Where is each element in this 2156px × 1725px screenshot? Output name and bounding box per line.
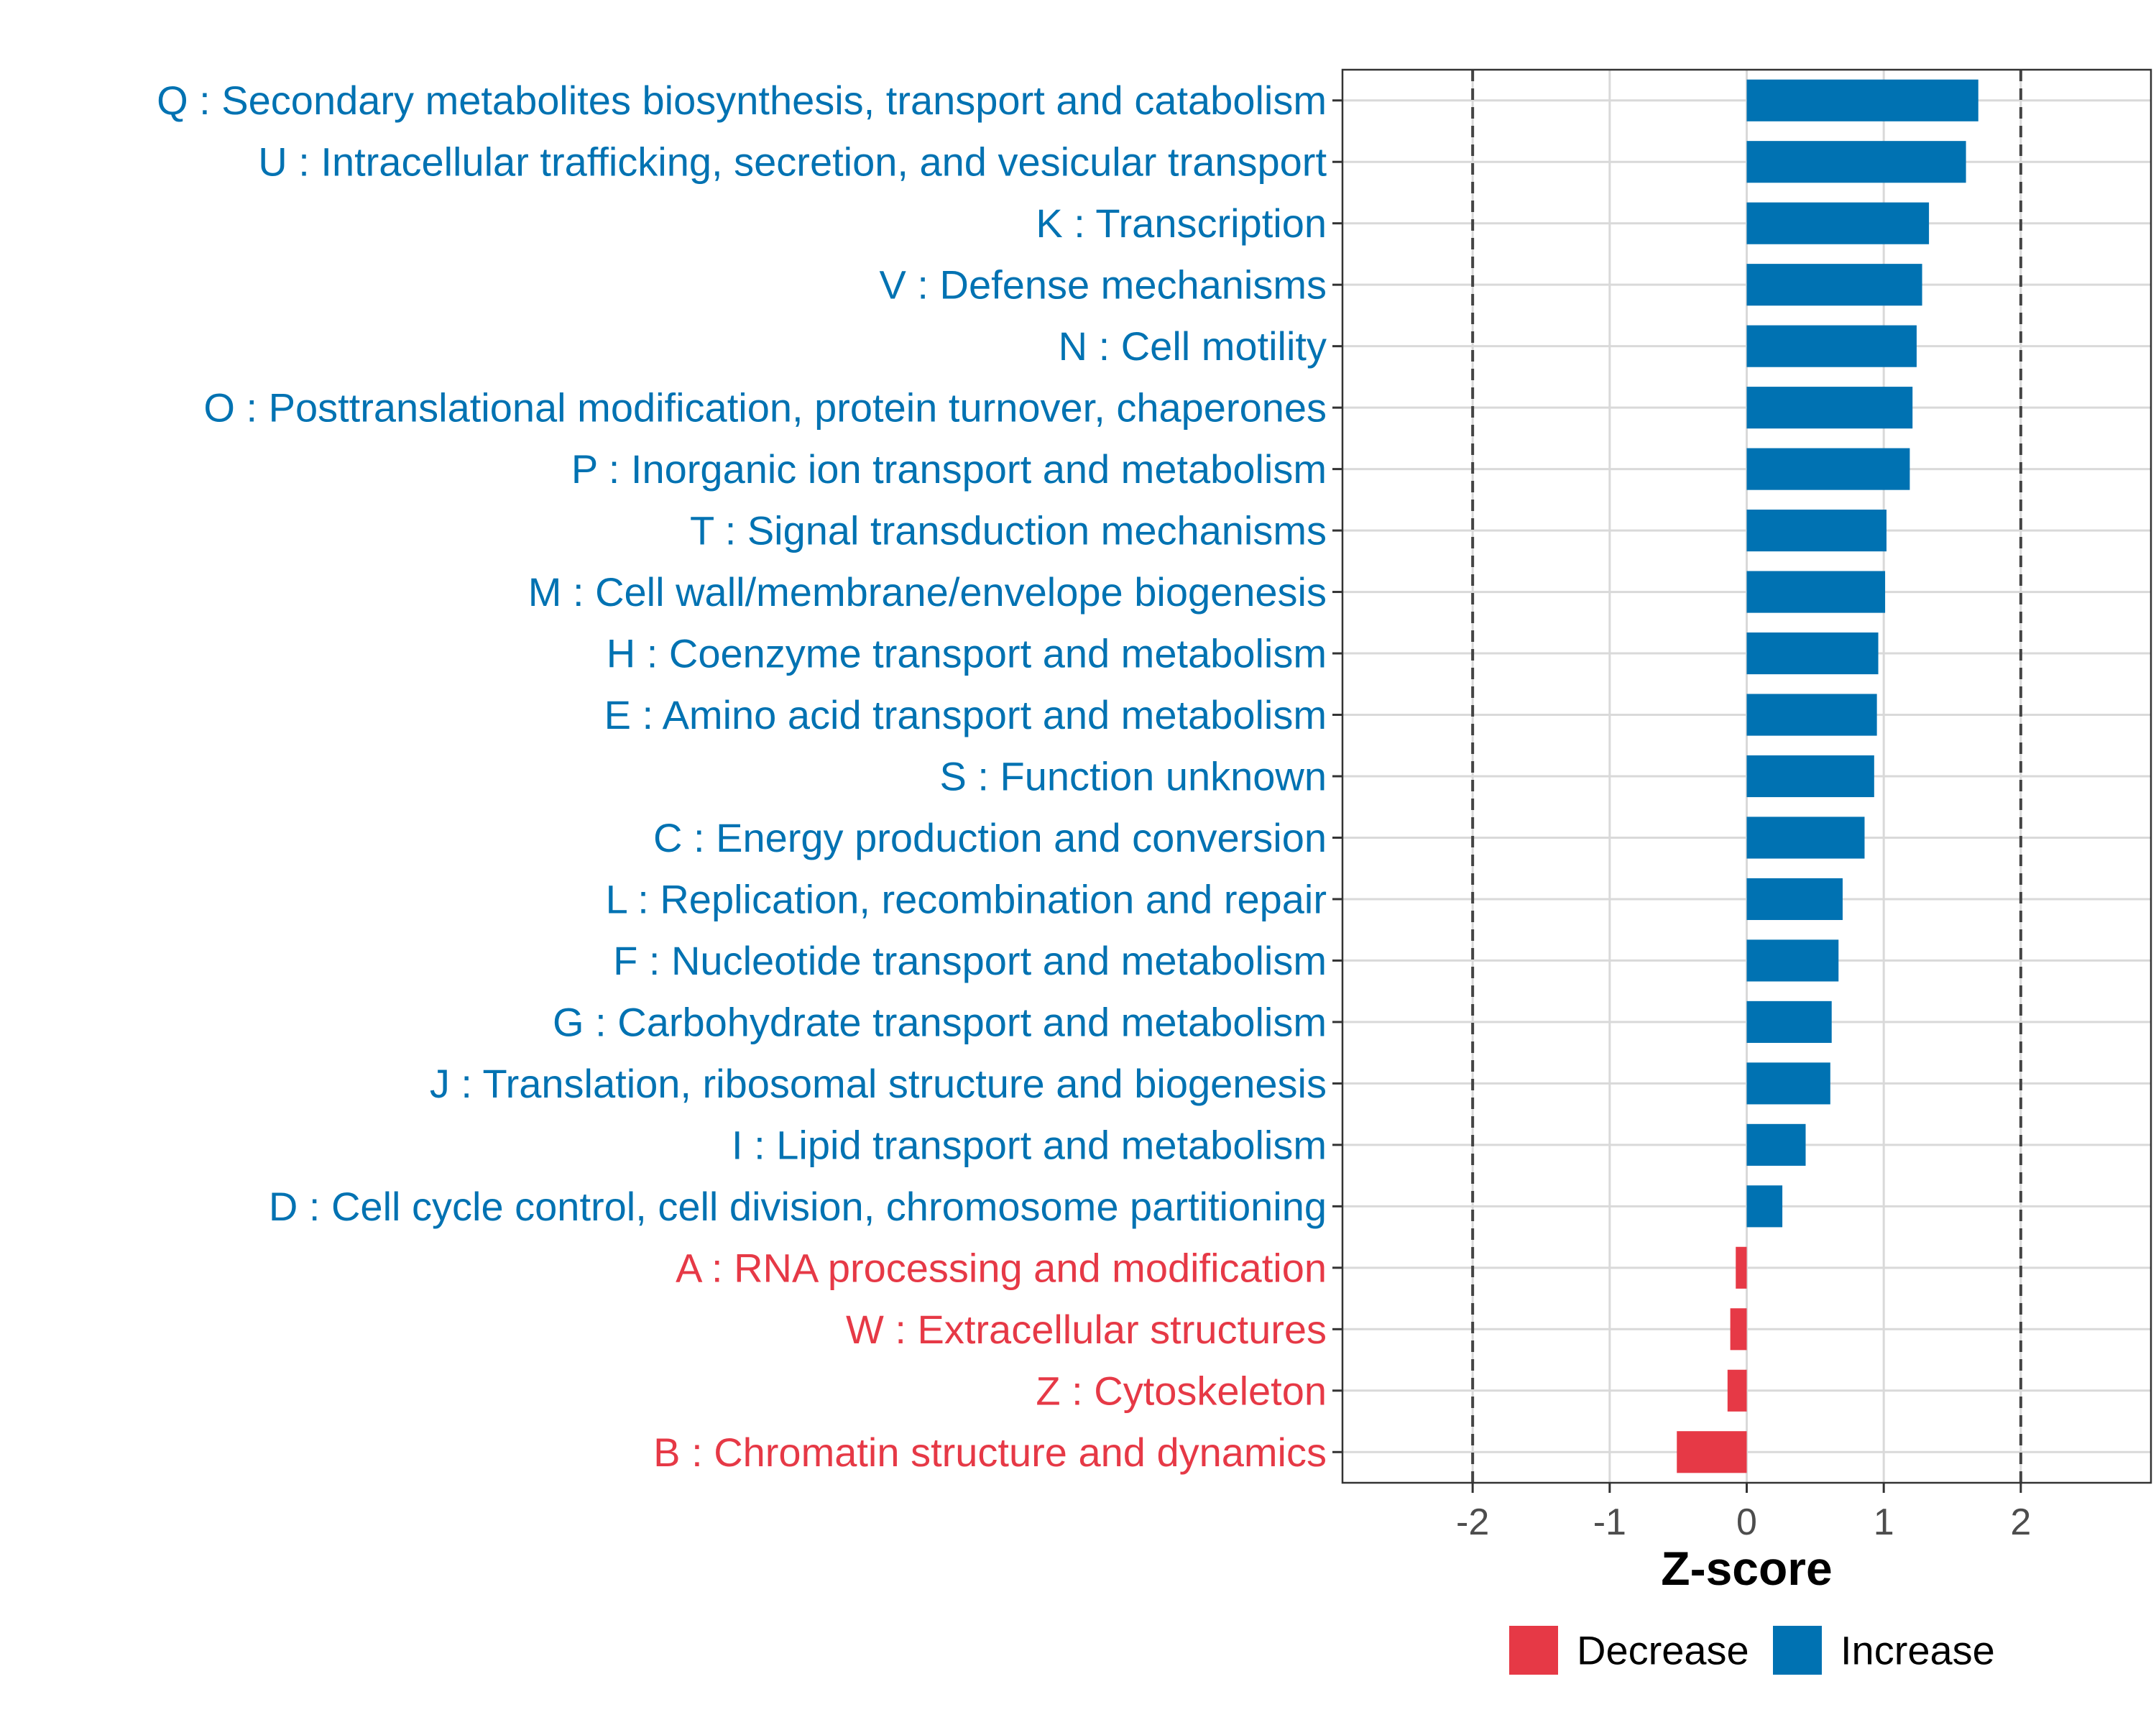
bar <box>1746 1123 1806 1166</box>
y-axis-ticks <box>1332 99 1342 1453</box>
legend-label: Decrease <box>1577 1628 1749 1673</box>
x-axis-labels: -2 -1 0 1 2 <box>1456 1501 2031 1543</box>
category-label: T : Signal transduction mechanisms <box>690 508 1327 553</box>
category-label: O : Posttranslational modification, prot… <box>203 385 1327 431</box>
bar <box>1736 1246 1747 1289</box>
bar <box>1746 632 1879 675</box>
legend-label: Increase <box>1841 1628 1995 1673</box>
bar <box>1746 325 1917 367</box>
category-label: Z : Cytoskeleton <box>1036 1368 1327 1413</box>
category-label: W : Extracellular structures <box>846 1307 1327 1352</box>
x-axis-title: Z-score <box>1661 1542 1832 1595</box>
bar <box>1746 816 1865 859</box>
category-label: A : RNA processing and modification <box>676 1245 1327 1290</box>
bar <box>1746 79 1978 121</box>
category-label: G : Carbohydrate transport and metabolis… <box>553 999 1327 1044</box>
bar <box>1746 510 1886 552</box>
bar <box>1746 1062 1830 1105</box>
category-label: L : Replication, recombination and repai… <box>606 876 1327 921</box>
bar <box>1746 939 1839 982</box>
category-label: M : Cell wall/membrane/envelope biogenes… <box>528 569 1327 615</box>
bar <box>1746 448 1910 490</box>
x-tick-label: 0 <box>1736 1501 1757 1543</box>
category-label: K : Transcription <box>1036 201 1327 246</box>
bar <box>1746 755 1874 798</box>
bar <box>1746 571 1886 613</box>
bar <box>1746 878 1843 921</box>
legend: Decrease Increase <box>1509 1626 1995 1675</box>
category-label: F : Nucleotide transport and metabolism <box>613 938 1327 983</box>
category-label: Q : Secondary metabolites biosynthesis, … <box>157 78 1327 123</box>
legend-swatch <box>1509 1626 1558 1675</box>
category-label: B : Chromatin structure and dynamics <box>653 1430 1327 1475</box>
x-tick-label: -1 <box>1593 1501 1626 1543</box>
category-label: C : Energy production and conversion <box>653 815 1327 860</box>
bar <box>1730 1308 1747 1351</box>
x-tick-label: 2 <box>2010 1501 2031 1543</box>
bar <box>1746 1185 1783 1228</box>
category-label: J : Translation, ribosomal structure and… <box>430 1061 1327 1106</box>
category-label: H : Coenzyme transport and metabolism <box>607 631 1327 676</box>
x-tick-label: 1 <box>1874 1501 1894 1543</box>
bar <box>1746 202 1930 244</box>
category-label: D : Cell cycle control, cell division, c… <box>269 1184 1327 1229</box>
legend-swatch <box>1773 1626 1822 1675</box>
bars <box>1677 79 1978 1473</box>
bar <box>1746 1000 1832 1043</box>
x-axis-ticks <box>1471 1483 2022 1493</box>
category-label: V : Defense mechanisms <box>880 262 1327 308</box>
reference-lines <box>1471 70 2022 1483</box>
category-label: E : Amino acid transport and metabolism <box>604 692 1327 737</box>
category-label: S : Function unknown <box>939 754 1327 799</box>
bar <box>1746 694 1877 736</box>
bar <box>1746 141 1966 183</box>
bar <box>1727 1369 1747 1412</box>
x-tick-label: -2 <box>1456 1501 1489 1543</box>
category-label: N : Cell motility <box>1059 323 1327 369</box>
category-label: U : Intracellular trafficking, secretion… <box>258 139 1327 185</box>
category-label: P : Inorganic ion transport and metaboli… <box>571 446 1327 492</box>
category-label: I : Lipid transport and metabolism <box>732 1122 1327 1167</box>
bar <box>1677 1431 1747 1473</box>
bar <box>1746 264 1922 306</box>
y-axis-labels: Q : Secondary metabolites biosynthesis, … <box>157 78 1327 1475</box>
bar <box>1746 387 1913 429</box>
